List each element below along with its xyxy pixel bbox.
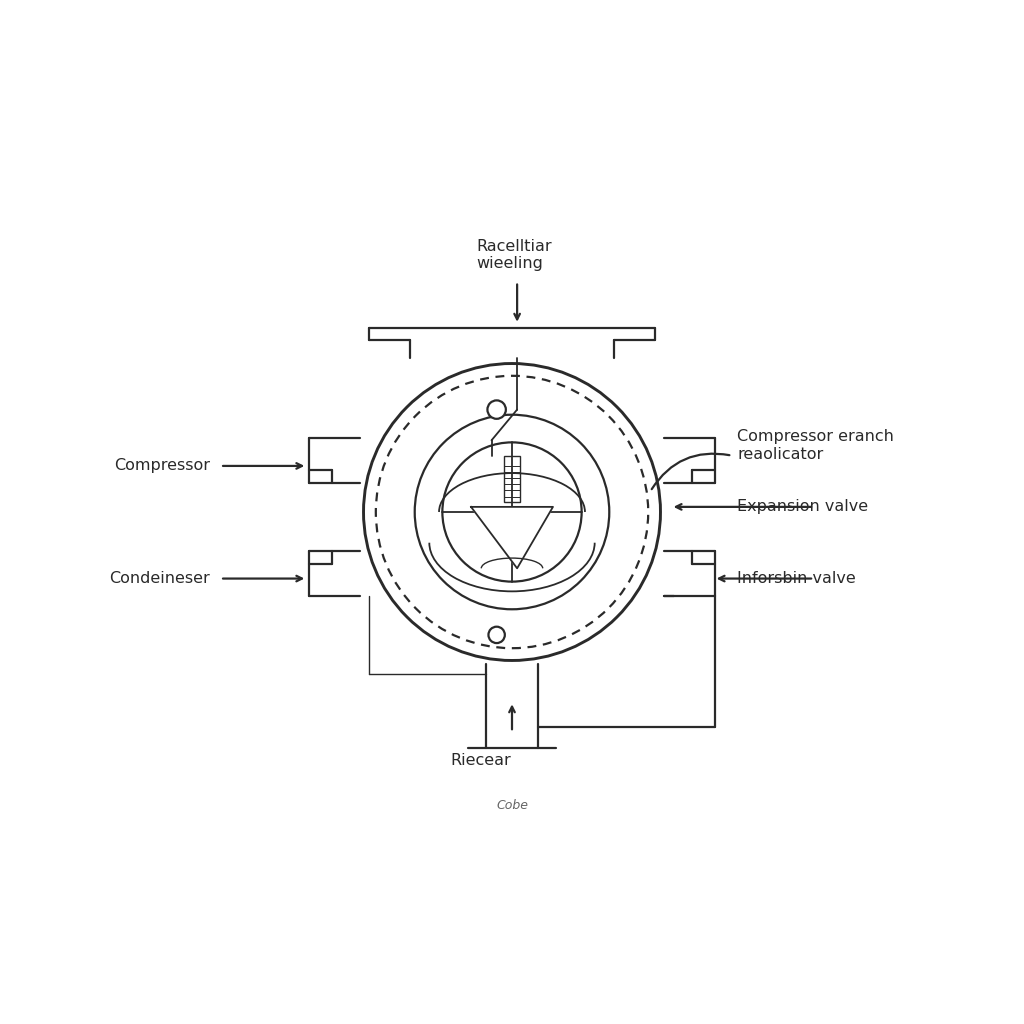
Text: Riecear: Riecear	[451, 753, 511, 768]
Bar	[504, 456, 520, 502]
Circle shape	[487, 400, 506, 419]
Text: Compressor: Compressor	[114, 459, 210, 473]
Text: Inforsbin valve: Inforsbin valve	[737, 571, 856, 586]
Text: Compressor eranch
reaolicator: Compressor eranch reaolicator	[737, 429, 894, 462]
Circle shape	[488, 627, 505, 643]
Text: Cobe: Cobe	[496, 799, 528, 812]
Text: Racelltiar
wieeling: Racelltiar wieeling	[476, 239, 552, 271]
Text: Condeineser: Condeineser	[110, 571, 210, 586]
Text: Expansion valve: Expansion valve	[737, 500, 868, 514]
Polygon shape	[471, 507, 553, 568]
